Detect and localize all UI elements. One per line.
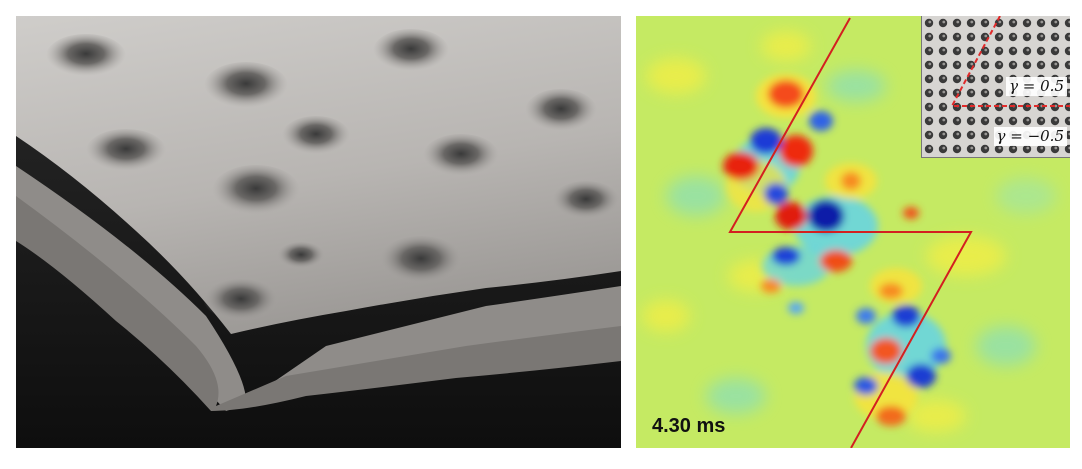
lattice-photo-image xyxy=(16,16,621,448)
dimple-pattern xyxy=(46,29,620,323)
gamma-bottom-label: γ = −0.5 xyxy=(993,127,1067,146)
time-label: 4.30 ms xyxy=(652,415,726,437)
lattice-photo xyxy=(16,16,621,448)
field-map: γ = 0.5 γ = −0.5 4.30 ms xyxy=(636,16,1070,448)
gamma-top-label: γ = 0.5 xyxy=(1006,77,1067,96)
wave-field-blobs xyxy=(723,74,951,426)
lattice-inset: γ = 0.5 γ = −0.5 xyxy=(921,16,1070,158)
interface-line xyxy=(728,17,973,448)
